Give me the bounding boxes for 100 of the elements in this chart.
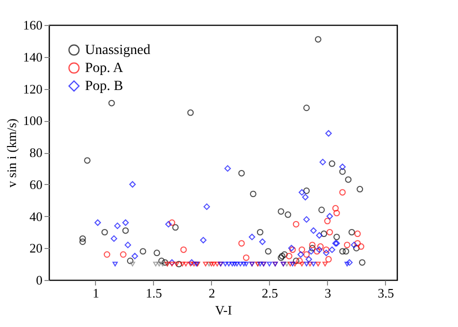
point	[122, 227, 129, 234]
point	[183, 262, 188, 266]
point	[140, 248, 146, 255]
point	[156, 262, 162, 266]
point	[169, 262, 175, 266]
point	[153, 262, 158, 266]
x-tick-label: 3	[324, 286, 332, 300]
point	[325, 256, 332, 263]
point	[122, 219, 129, 226]
point	[224, 165, 231, 172]
point	[333, 210, 340, 216]
point	[328, 160, 336, 167]
point	[353, 244, 360, 252]
point	[350, 242, 358, 248]
point	[318, 206, 325, 214]
point	[200, 236, 207, 244]
y-tick-label: 160	[23, 18, 42, 32]
point	[281, 251, 288, 258]
x-tick-label: 3.5	[378, 286, 394, 300]
point	[284, 211, 292, 218]
point	[110, 235, 118, 242]
point	[284, 262, 290, 266]
point	[286, 252, 292, 260]
point	[188, 259, 195, 266]
point	[79, 235, 86, 242]
y-tick-label: 140	[23, 49, 42, 64]
y-tick-label: 20	[30, 240, 42, 256]
point	[292, 262, 298, 266]
point	[323, 250, 330, 256]
point	[309, 242, 316, 248]
point	[317, 243, 324, 250]
legend-label: Unassigned	[85, 43, 150, 58]
point	[320, 158, 326, 166]
point	[292, 258, 300, 264]
point	[204, 203, 210, 210]
point	[339, 168, 346, 175]
y-tick-label: 100	[23, 113, 42, 128]
point	[230, 262, 235, 266]
point	[292, 220, 300, 228]
point	[241, 262, 246, 266]
point	[314, 36, 322, 43]
point	[339, 164, 346, 170]
point	[302, 194, 309, 200]
point	[84, 157, 91, 164]
point	[303, 188, 310, 194]
x-tick-label: 1.5	[146, 286, 162, 300]
point	[101, 228, 108, 236]
point	[256, 228, 264, 236]
point	[248, 234, 256, 240]
point	[310, 262, 316, 266]
point	[114, 222, 121, 230]
point	[259, 238, 266, 245]
point	[298, 246, 306, 253]
point	[316, 246, 323, 253]
point	[344, 262, 350, 266]
point	[104, 251, 110, 258]
point	[354, 240, 361, 247]
point	[356, 186, 364, 192]
point	[172, 224, 179, 231]
point	[154, 250, 160, 256]
y-tick-label: 60	[30, 176, 42, 192]
point	[165, 220, 172, 228]
point	[191, 262, 197, 266]
point	[326, 228, 333, 236]
point	[214, 262, 220, 266]
point	[333, 234, 340, 240]
point	[278, 208, 284, 215]
legend-label: Pop. B	[85, 79, 124, 94]
point	[316, 232, 323, 239]
point	[234, 262, 240, 266]
point	[303, 251, 310, 258]
point	[310, 227, 317, 234]
legend-label: Pop. A	[85, 61, 124, 76]
point	[242, 254, 250, 261]
point	[358, 259, 366, 266]
y-tick-label: 120	[23, 81, 42, 96]
point	[174, 262, 180, 266]
x-tick-label: 1	[92, 286, 100, 300]
point	[120, 251, 126, 258]
point	[226, 262, 232, 266]
point	[168, 219, 176, 226]
point	[326, 213, 333, 220]
point	[322, 262, 328, 266]
point	[288, 262, 293, 266]
point	[238, 170, 245, 176]
point	[126, 258, 134, 264]
point	[314, 248, 320, 255]
point	[265, 248, 272, 255]
point	[180, 262, 186, 266]
point	[238, 262, 244, 266]
point	[124, 242, 132, 248]
point	[188, 262, 194, 266]
y-tick-label: 40	[30, 208, 42, 224]
point	[94, 219, 101, 226]
point	[308, 248, 314, 255]
point	[232, 262, 238, 266]
point	[324, 218, 331, 224]
point	[306, 256, 312, 263]
point	[348, 228, 355, 236]
point	[250, 190, 256, 198]
